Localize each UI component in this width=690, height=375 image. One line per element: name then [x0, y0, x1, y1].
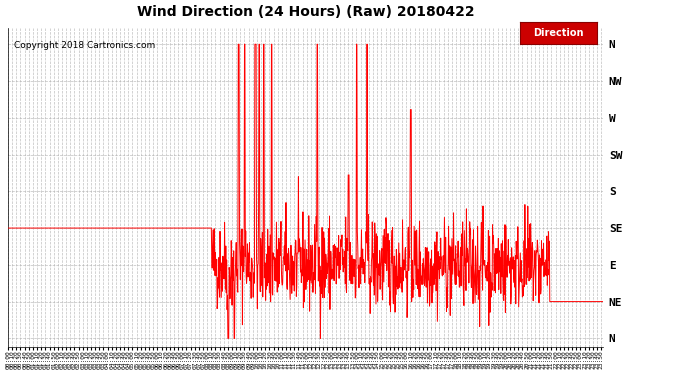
Title: Wind Direction (24 Hours) (Raw) 20180422: Wind Direction (24 Hours) (Raw) 20180422 — [137, 5, 475, 19]
Text: Copyright 2018 Cartronics.com: Copyright 2018 Cartronics.com — [14, 40, 155, 50]
